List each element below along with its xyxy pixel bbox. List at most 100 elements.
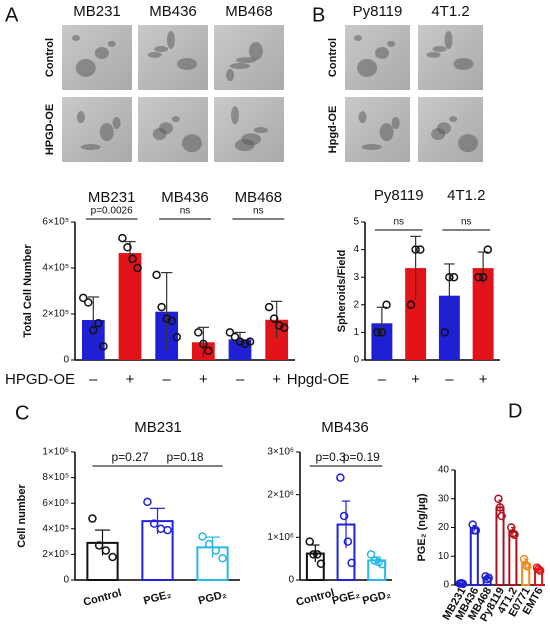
data-point <box>474 272 483 282</box>
x-axis-label: Hpgd-OE <box>287 371 350 388</box>
column-label: Py8119 <box>353 3 403 20</box>
data-point <box>347 558 356 568</box>
cell-cluster <box>76 111 85 124</box>
data-point <box>245 337 255 346</box>
data-point <box>309 550 318 559</box>
data-point <box>199 339 208 349</box>
panel-letter: D <box>508 400 522 422</box>
data-point <box>336 473 345 482</box>
cell-cluster <box>112 117 121 129</box>
cell-cluster <box>80 144 101 151</box>
data-point <box>482 575 492 584</box>
data-point <box>240 339 250 349</box>
cell-cluster <box>354 35 362 41</box>
data-point <box>510 530 519 539</box>
cell-cluster <box>166 30 175 49</box>
y-tick-label: 4×10⁵ <box>42 523 69 534</box>
bar <box>371 323 393 360</box>
cell-cluster <box>236 57 257 64</box>
data-point <box>279 323 289 333</box>
x-tick-label: PGD₂ <box>197 588 228 607</box>
y-tick-label: 5 <box>353 217 359 228</box>
data-point <box>230 332 240 342</box>
row-label: Hpgd-OE <box>327 106 339 154</box>
row-label: Control <box>327 38 339 77</box>
row-label: HPGD-OE <box>44 104 56 155</box>
x-axis-label: HPGD-OE <box>5 371 75 388</box>
y-tick-label: 2×10⁵ <box>42 309 69 320</box>
data-point <box>194 328 203 337</box>
data-point <box>108 552 117 562</box>
significance-label: p=0.3 <box>315 450 346 464</box>
group-label: MB468 <box>235 189 283 206</box>
data-point <box>123 243 132 252</box>
data-point <box>167 316 176 326</box>
data-point <box>445 272 454 282</box>
column-label: MB231 <box>73 3 121 20</box>
cell-cluster <box>361 144 382 151</box>
chart-title: MB436 <box>321 419 369 436</box>
y-axis-label: Spheroids/Field <box>336 250 348 333</box>
data-point <box>449 272 459 282</box>
data-point <box>534 564 543 574</box>
cell-cluster <box>391 117 400 129</box>
group-label: 4T1.2 <box>447 187 485 204</box>
cell-cluster <box>375 46 390 59</box>
column-label: MB436 <box>149 3 197 20</box>
row-label: Control <box>44 38 56 77</box>
cell-cluster <box>72 35 80 41</box>
bar <box>438 295 460 360</box>
data-point <box>305 537 314 546</box>
data-point <box>211 546 221 555</box>
data-point <box>523 562 532 571</box>
data-point <box>497 511 506 521</box>
data-point <box>235 337 245 346</box>
bar <box>228 339 252 360</box>
cell-cluster <box>229 62 250 69</box>
x-tick-label: + <box>479 371 488 388</box>
data-point <box>128 254 137 264</box>
cell-cluster <box>249 42 263 60</box>
micrograph <box>345 97 410 162</box>
data-point <box>521 560 530 570</box>
bar <box>469 527 479 586</box>
cell-cluster <box>147 51 162 58</box>
y-tick-label: 2 <box>353 299 359 310</box>
bar <box>508 530 518 586</box>
cell-cluster <box>94 46 109 59</box>
cell-cluster <box>431 128 446 141</box>
bar <box>472 268 494 360</box>
significance-label: p=0.27 <box>111 450 148 464</box>
data-point <box>152 270 161 280</box>
x-tick-label: Control <box>82 587 123 609</box>
cell-cluster <box>387 40 396 47</box>
cell-cluster <box>458 134 479 153</box>
data-point <box>411 245 420 254</box>
micrograph <box>138 97 208 162</box>
significance-label: p=0.0026 <box>91 206 133 217</box>
y-tick-label: 3×10⁶ <box>267 447 294 458</box>
data-point <box>78 293 88 303</box>
cell-cluster <box>154 46 169 53</box>
micrograph <box>62 97 132 162</box>
data-point <box>535 566 545 575</box>
y-tick-label: 10 <box>438 551 450 562</box>
data-point <box>507 523 516 532</box>
column-label: 4T1.2 <box>431 3 469 20</box>
data-point <box>218 553 227 563</box>
data-point <box>274 321 284 330</box>
y-axis-label: Cell number <box>16 484 28 548</box>
cell-cluster <box>226 69 235 82</box>
cell-cluster <box>171 116 180 123</box>
data-point <box>156 524 166 534</box>
y-tick-label: 1×10⁶ <box>42 447 69 458</box>
x-tick-label: – <box>162 371 171 388</box>
data-point <box>89 325 98 335</box>
data-point <box>440 328 449 337</box>
y-tick-label: 0 <box>353 355 359 366</box>
y-tick-label: 20 <box>438 522 450 533</box>
y-tick-label: 0 <box>288 575 294 586</box>
data-point <box>370 556 380 566</box>
data-point <box>494 494 503 503</box>
